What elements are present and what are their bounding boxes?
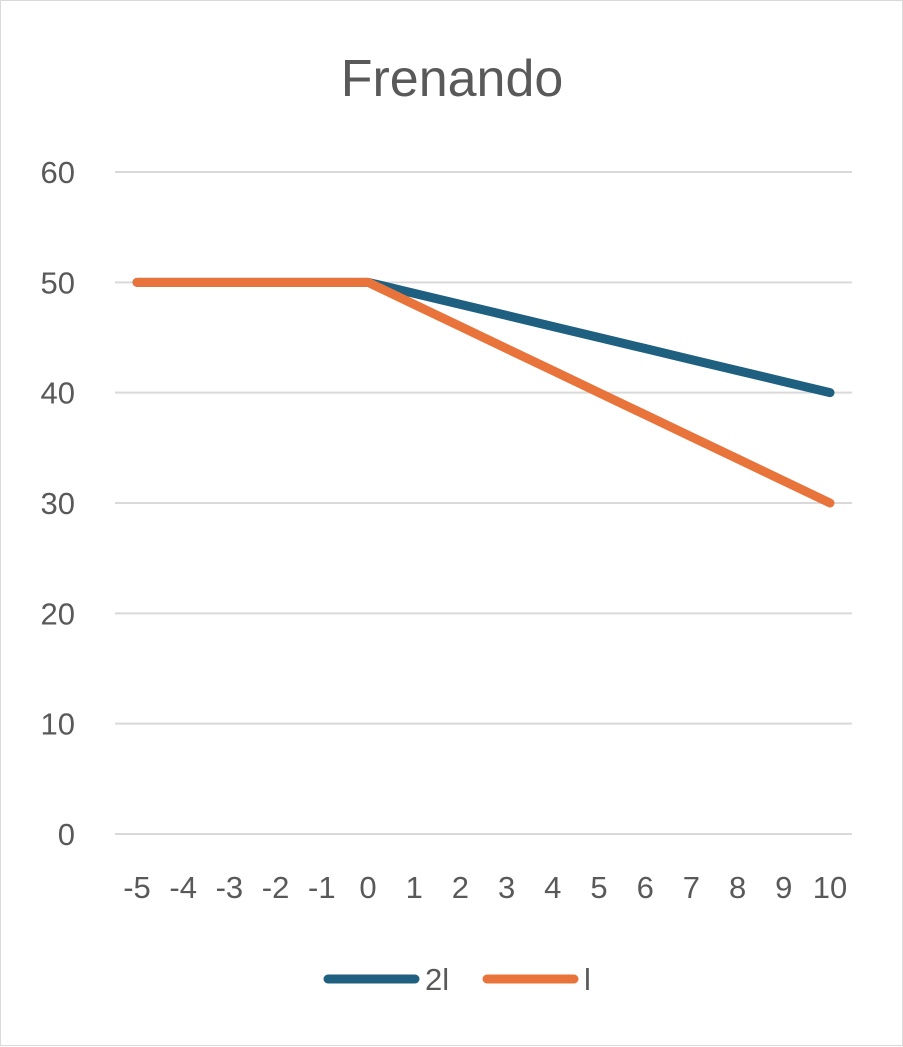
x-tick-label: 9	[775, 870, 792, 905]
y-tick-label: 20	[41, 596, 75, 631]
series-line-1	[132, 277, 835, 508]
legend-label-1: l	[584, 962, 591, 997]
y-tick-label: 30	[41, 486, 75, 521]
x-tick-label: 4	[544, 870, 561, 905]
y-tick-label: 60	[41, 155, 75, 190]
x-tick-label: -1	[308, 870, 336, 905]
gridlines	[115, 171, 852, 835]
y-tick-label: 0	[58, 817, 75, 852]
x-tick-label: 10	[813, 870, 847, 905]
x-tick-label: 2	[452, 870, 469, 905]
y-tick-label: 40	[41, 376, 75, 411]
x-tick-label: -5	[123, 870, 151, 905]
x-tick-label: 0	[359, 870, 376, 905]
y-tick-label: 10	[41, 707, 75, 742]
x-tick-label: 7	[683, 870, 700, 905]
legend: 2l l	[323, 962, 591, 997]
x-tick-label: 3	[498, 870, 515, 905]
y-axis-ticks: 0 10 20 30 40 50 60	[41, 155, 75, 852]
x-axis-ticks: -5 -4 -3 -2 -1 0 1 2 3 4 5 6 7 8 9 10	[123, 870, 847, 905]
legend-label-0: 2l	[425, 962, 449, 997]
x-tick-label: 5	[590, 870, 607, 905]
series-lines	[132, 277, 835, 508]
x-tick-label: -2	[262, 870, 290, 905]
x-tick-label: -4	[169, 870, 197, 905]
x-tick-label: 6	[637, 870, 654, 905]
x-tick-label: -3	[216, 870, 244, 905]
y-tick-label: 50	[41, 265, 75, 300]
x-tick-label: 8	[729, 870, 746, 905]
chart-title: Frenando	[341, 50, 564, 108]
x-tick-label: 1	[406, 870, 423, 905]
